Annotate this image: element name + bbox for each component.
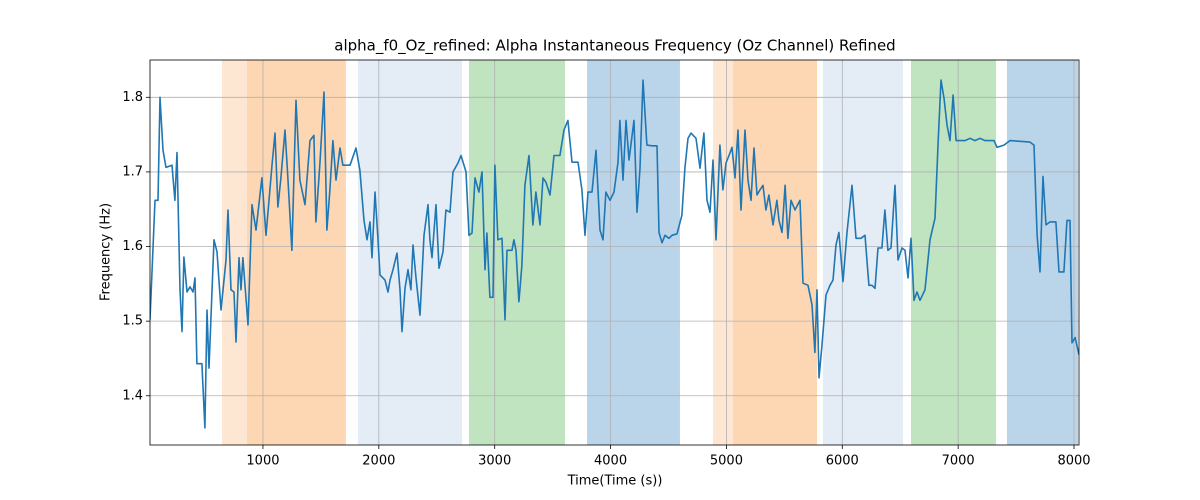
x-axis-label: Time(Time (s)) [567,474,663,489]
shaded-span [587,60,680,445]
x-tick-label: 7000 [942,454,975,469]
x-tick-label: 4000 [594,454,627,469]
x-tick-label: 8000 [1057,454,1090,469]
shaded-span [733,60,818,445]
shaded-span [822,60,904,445]
x-tick-label: 2000 [362,454,395,469]
y-tick-label: 1.5 [122,314,143,329]
x-tick-label: 5000 [710,454,743,469]
plot-area [150,60,1079,445]
x-tick-label: 1000 [246,454,279,469]
shaded-span [468,60,566,445]
shaded-span [712,60,734,445]
y-tick-label: 1.6 [122,239,143,254]
chart-title: alpha_f0_Oz_refined: Alpha Instantaneous… [334,37,895,56]
shaded-span [910,60,997,445]
data-line [150,79,1079,429]
y-tick-label: 1.7 [122,164,143,179]
shaded-span [357,60,463,445]
y-tick-label: 1.8 [122,90,143,105]
axes-frame [149,59,1080,446]
y-axis-label: Frequency (Hz) [99,203,114,301]
x-tick-label: 6000 [826,454,859,469]
shaded-span [1006,60,1078,445]
y-tick-label: 1.4 [122,388,143,403]
x-tick-label: 3000 [478,454,511,469]
